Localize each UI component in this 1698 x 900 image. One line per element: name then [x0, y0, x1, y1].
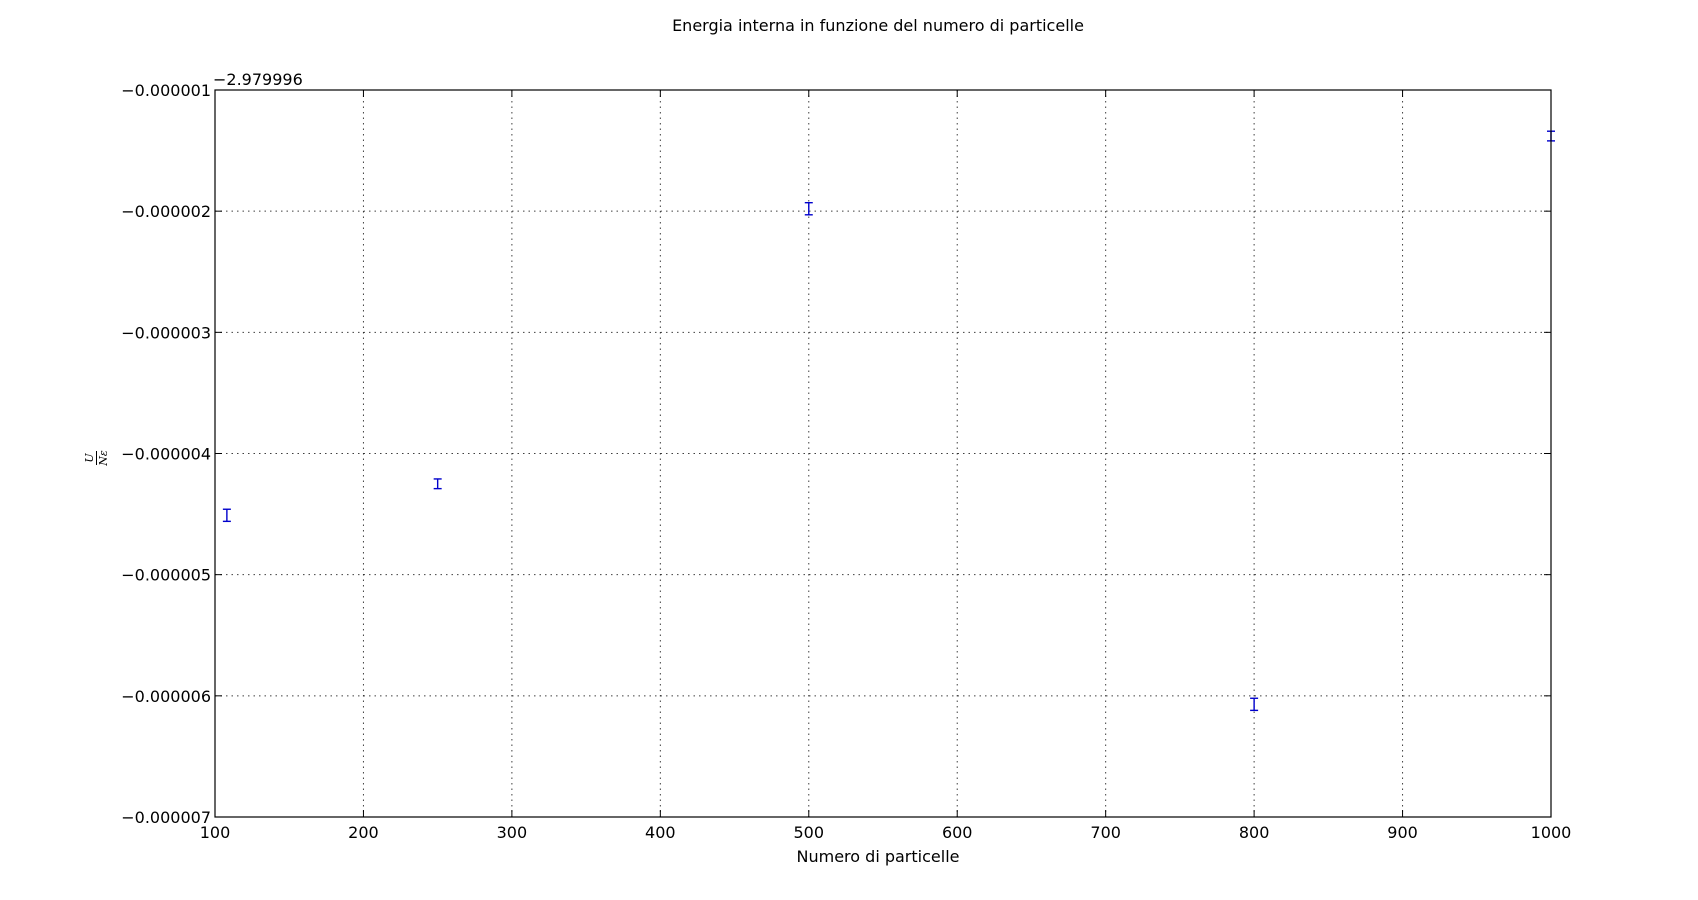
y-axis-label-denominator: Nε [96, 450, 110, 466]
y-tick-label: −0.000002 [121, 202, 211, 221]
y-tick-label: −0.000005 [121, 566, 211, 585]
x-tick-label: 600 [942, 823, 973, 842]
x-tick-label: 700 [1090, 823, 1121, 842]
x-tick-label: 100 [200, 823, 231, 842]
y-tick-label: −0.000003 [121, 323, 211, 342]
x-tick-label: 900 [1387, 823, 1418, 842]
data-point [804, 201, 813, 216]
y-offset-label: −2.979996 [213, 70, 303, 89]
y-axis-label: U Nε [76, 438, 116, 478]
x-axis-label: Numero di particelle [797, 847, 960, 866]
x-tick-label: 1000 [1531, 823, 1572, 842]
x-tick-label: 500 [794, 823, 825, 842]
x-tick-label: 200 [348, 823, 379, 842]
y-axis-label-numerator: U [82, 451, 97, 465]
y-tick-label: −0.000001 [121, 81, 211, 100]
chart-title: Energia interna in funzione del numero d… [672, 16, 1084, 35]
x-tick-label: 300 [497, 823, 528, 842]
x-tick-label: 400 [645, 823, 676, 842]
y-tick-label: −0.000006 [121, 687, 211, 706]
x-tick-label: 800 [1239, 823, 1270, 842]
y-tick-label: −0.000004 [121, 445, 211, 464]
y-tick-label: −0.000007 [121, 808, 211, 827]
data-point [1250, 697, 1259, 712]
tick-layer: 100 200 300 400 500 600 700 800 900 1000 −0.000001… [121, 81, 1571, 842]
data-point [222, 508, 231, 523]
data-point [433, 478, 442, 490]
